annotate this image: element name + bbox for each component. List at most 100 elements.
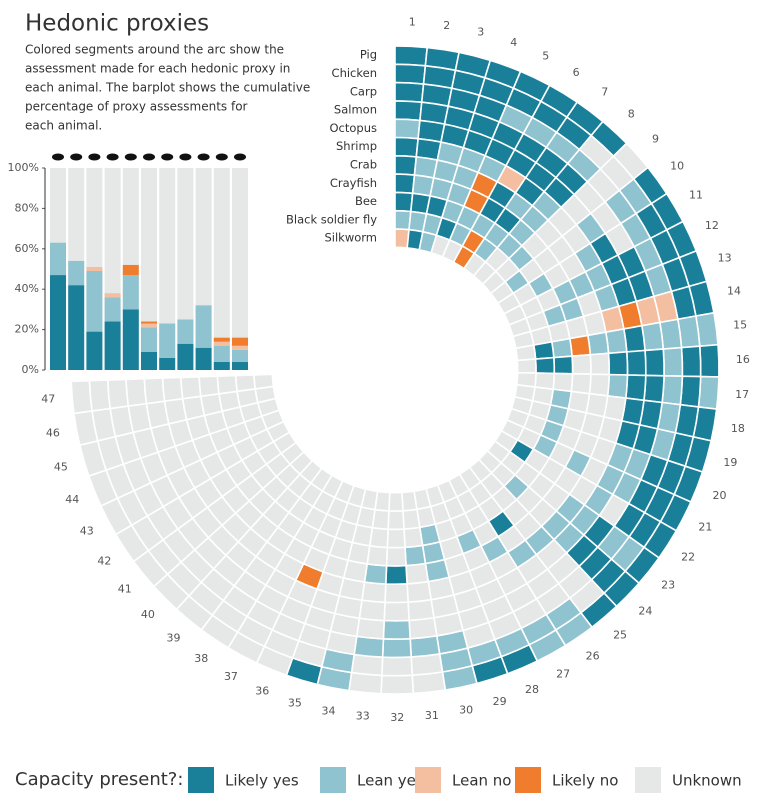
column-label: 14 [727, 285, 741, 298]
cell [571, 353, 592, 376]
cell [380, 674, 415, 695]
cell [358, 599, 386, 622]
cell [394, 100, 423, 122]
cell [568, 334, 592, 358]
column-label: 28 [525, 683, 539, 696]
bar-segment [50, 242, 66, 276]
cell [385, 546, 407, 567]
legend-swatch [635, 767, 661, 793]
cell [234, 374, 257, 393]
bar-background [213, 168, 230, 370]
cell [407, 598, 435, 622]
cell [394, 209, 412, 231]
bar-segment [213, 341, 230, 346]
cell [514, 344, 537, 362]
cell [394, 45, 429, 67]
cell [404, 544, 427, 567]
column-label: 35 [288, 696, 302, 709]
cell [383, 601, 410, 622]
column-label: 42 [97, 554, 111, 567]
cell [384, 564, 408, 585]
bar-segment [177, 319, 194, 344]
y-tick-label: 60% [15, 242, 39, 255]
column-label: 29 [493, 695, 507, 708]
column-label: 26 [586, 649, 600, 662]
row-label: Octopus [330, 121, 378, 135]
cell [550, 337, 573, 359]
bar-segment [86, 266, 103, 272]
cell [516, 358, 537, 374]
y-tick-label: 80% [15, 201, 39, 214]
column-label: 32 [390, 711, 404, 724]
bar-segment [195, 347, 212, 370]
cell [394, 173, 416, 195]
cell [406, 580, 433, 603]
row-label: Crayfish [330, 176, 377, 190]
bar-background [232, 168, 248, 370]
animal-icon [70, 153, 83, 161]
bar-background [141, 168, 157, 370]
column-label: 4 [510, 36, 517, 49]
cell [625, 349, 647, 377]
column-label: 16 [736, 353, 750, 366]
legend-title: Capacity present?: [15, 769, 183, 790]
column-label: 2 [443, 19, 450, 32]
cell [403, 526, 424, 549]
description-line: percentage of proxy assessments for [25, 100, 248, 114]
cell [253, 373, 275, 390]
cell [394, 118, 421, 140]
cell [394, 136, 419, 158]
row-label: Bee [355, 194, 377, 208]
column-label: 47 [41, 392, 55, 405]
column-label: 41 [118, 582, 132, 595]
row-label: Silkworm [324, 231, 377, 245]
cell [125, 377, 148, 407]
cell [198, 375, 220, 398]
cell [662, 346, 684, 378]
column-label: 45 [54, 460, 68, 473]
cell [643, 374, 665, 404]
cell [606, 373, 629, 399]
cell [394, 154, 418, 176]
row-label: Pig [360, 48, 377, 62]
column-label: 33 [356, 710, 370, 723]
bar-segment [232, 349, 248, 362]
column-label: 27 [556, 668, 570, 681]
cell [384, 583, 409, 604]
row-label: Carp [350, 84, 377, 98]
bar-segment [159, 357, 176, 370]
cell [386, 528, 406, 549]
row-label: Chicken [332, 66, 377, 80]
column-label: 17 [735, 388, 749, 401]
cell [381, 637, 413, 659]
cell [589, 352, 610, 376]
bar-segment [68, 285, 85, 370]
animal-icon [161, 153, 174, 161]
bar-segment [213, 337, 230, 342]
bar-segment [141, 321, 157, 324]
column-label: 20 [712, 489, 726, 502]
column-label: 31 [425, 709, 439, 722]
cell [586, 331, 610, 356]
row-label: Shrimp [336, 139, 377, 153]
cell [697, 375, 720, 411]
cell [570, 373, 592, 395]
column-label: 5 [542, 49, 549, 62]
column-label: 36 [255, 685, 269, 698]
legend-label: Lean yes [357, 772, 424, 790]
column-label: 10 [670, 159, 684, 172]
cell [363, 563, 388, 585]
column-label: 12 [705, 219, 719, 232]
row-label: Salmon [334, 103, 377, 117]
legend-swatch [188, 767, 214, 793]
column-label: 23 [661, 579, 675, 592]
animal-icon [143, 153, 155, 161]
bar-segment [177, 343, 194, 370]
column-label: 8 [628, 108, 635, 121]
animal-icon [124, 153, 137, 161]
bar-segment [86, 331, 103, 370]
cell [644, 348, 665, 377]
cell [661, 374, 684, 406]
cell [353, 635, 385, 658]
